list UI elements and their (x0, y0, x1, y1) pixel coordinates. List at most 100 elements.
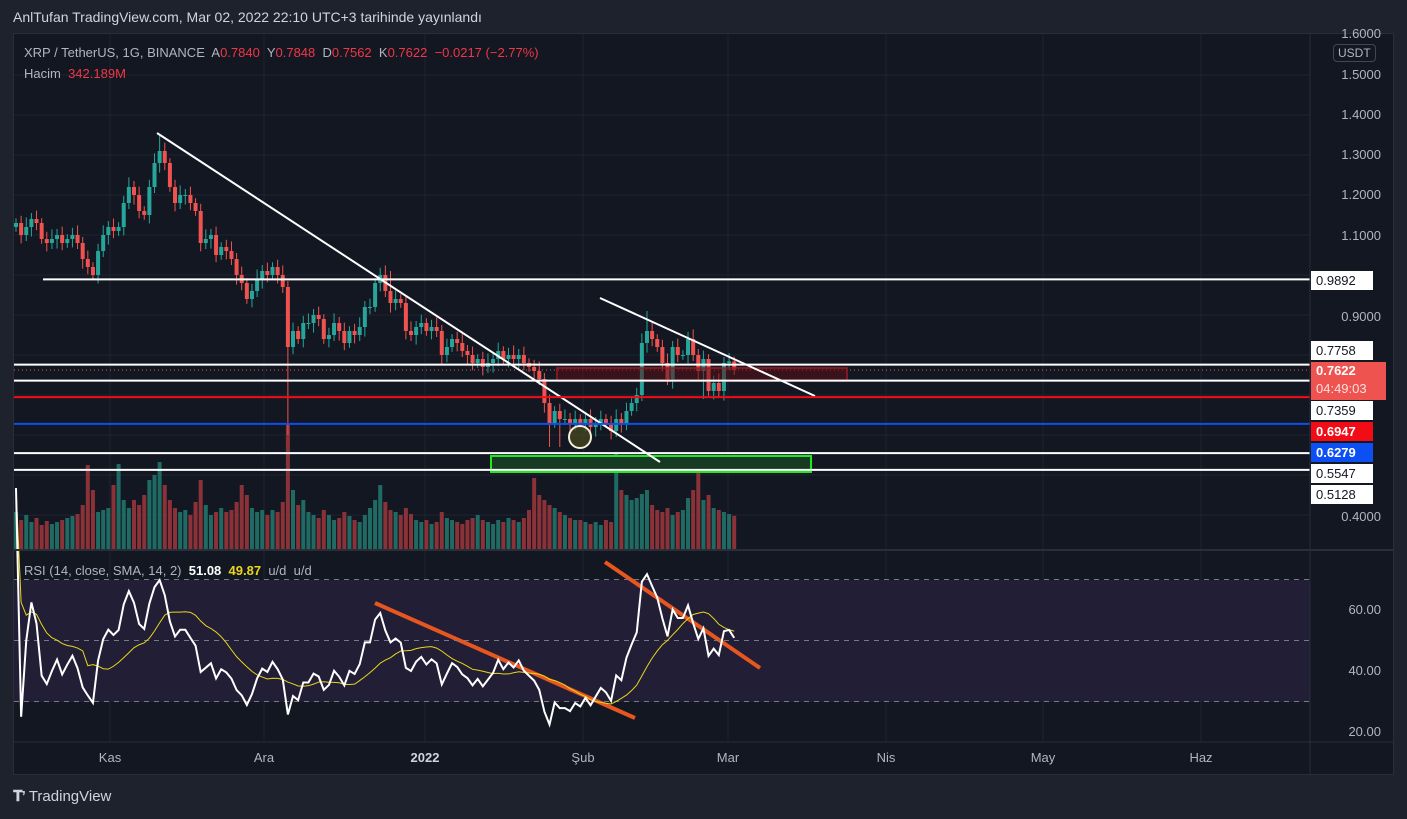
candle-body (332, 323, 337, 335)
candle-body (96, 251, 101, 275)
candle-body (455, 339, 460, 343)
volume-bar (506, 518, 511, 550)
volume-bar (568, 518, 573, 550)
candle-body (562, 419, 567, 420)
volume-bar (598, 525, 603, 550)
candle-body (173, 187, 178, 203)
candle-body (716, 383, 721, 391)
candle-body (342, 331, 347, 343)
volume-bar (29, 522, 34, 550)
candle-body (306, 323, 311, 324)
candle-body (470, 355, 475, 363)
price-tick: 1.6000 (1341, 26, 1381, 41)
volume-bar (634, 498, 639, 550)
candles (14, 135, 737, 447)
volume-bar (147, 480, 152, 550)
symbol-name[interactable]: XRP / TetherUS, 1G, BINANCE (24, 45, 205, 60)
tradingview-logo[interactable]: 𝐓’ TradingView (13, 788, 111, 805)
volume-bar (121, 500, 126, 550)
candle-body (260, 271, 265, 279)
price-tick: 1.2000 (1341, 187, 1381, 202)
current-price-tag: 0.7622 04:49:03 (1311, 362, 1386, 400)
candle-body (609, 423, 614, 431)
candle-body (660, 347, 665, 363)
volume-bar (280, 502, 285, 550)
candle-body (711, 383, 716, 391)
volume-bar (96, 512, 101, 550)
candle-body (70, 235, 75, 239)
candle-body (624, 411, 629, 423)
candle-body (352, 331, 357, 335)
volume-bar (80, 505, 85, 550)
candle-body (419, 323, 424, 327)
rsi-ma-line (15, 487, 735, 705)
close-value: 0.7622 (387, 45, 428, 60)
volume-label[interactable]: Hacim (24, 66, 61, 81)
volume-bar (706, 495, 711, 550)
current-price: 0.7622 (1316, 363, 1356, 378)
volume-bar (691, 490, 696, 550)
volume-bar (650, 505, 655, 550)
volume-bar (234, 502, 239, 550)
candle-body (439, 331, 444, 355)
candle-body (193, 203, 198, 211)
candle-body (49, 239, 54, 243)
volume-bar (455, 522, 460, 550)
time-label: Ara (253, 750, 275, 765)
volume-bar (85, 465, 90, 550)
volume-bar (444, 518, 449, 550)
time-label: 2022 (410, 750, 440, 765)
candle-body (162, 151, 167, 163)
candle-body (650, 331, 655, 339)
candle-body (285, 287, 290, 347)
volume-bar (547, 505, 552, 550)
volume-bar (460, 524, 465, 550)
volume-bar (527, 510, 531, 550)
volume-bar (367, 508, 372, 550)
candle-body (598, 419, 603, 423)
volume-bar (480, 520, 485, 550)
candle-body (80, 243, 85, 259)
candle-body (347, 331, 352, 343)
volume-bar (424, 520, 429, 550)
volume-bar (475, 515, 480, 550)
candle-body (547, 403, 552, 423)
volume-bar (644, 490, 649, 550)
volume-bar (686, 498, 691, 550)
volume-bar (249, 508, 254, 550)
candle-body (362, 307, 367, 327)
candle-body (90, 267, 95, 275)
volume-bar (321, 510, 326, 550)
candle-body (680, 355, 685, 356)
candle-body (183, 195, 188, 196)
price-tick: 1.1000 (1341, 228, 1381, 243)
candle-body (147, 187, 152, 215)
volume-bar (270, 510, 275, 550)
currency-badge[interactable]: USDT (1333, 44, 1376, 62)
rsi-lines (14, 487, 1310, 728)
candle-body (403, 303, 408, 331)
volume-bar (55, 522, 60, 550)
volume-bar (275, 512, 280, 550)
close-label: K (378, 45, 388, 60)
candle-body (434, 327, 439, 331)
candle-body (583, 419, 588, 423)
drawings (14, 132, 1310, 720)
volume-legend: Hacim 342.189M (24, 66, 126, 81)
rsi-value: 51.08 (188, 563, 222, 578)
volume-bar (501, 522, 506, 550)
price-tick: 0.4000 (1341, 509, 1381, 524)
candle-body (270, 267, 275, 275)
candle-body (655, 339, 660, 347)
volume-bar (162, 485, 167, 550)
candle-body (578, 419, 583, 423)
candle-body (593, 423, 598, 427)
candle-body (450, 339, 455, 347)
candle-body (65, 239, 70, 243)
rsi-label[interactable]: RSI (14, close, SMA, 14, 2) (24, 563, 182, 578)
volume-bar (342, 512, 347, 550)
volume-bar (573, 520, 578, 550)
volume-bar (157, 462, 162, 550)
volume-bar (439, 512, 444, 550)
